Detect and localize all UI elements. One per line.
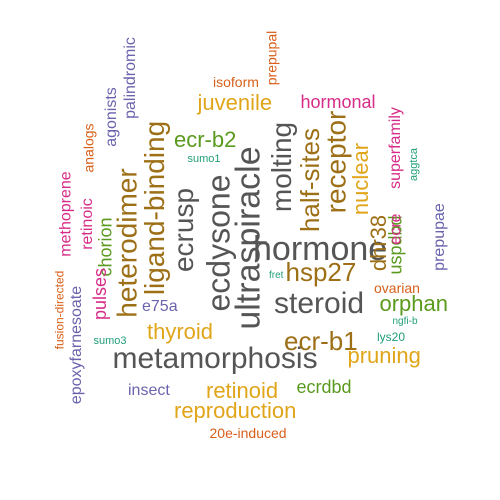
word-molting: molting xyxy=(266,121,298,213)
word-ecre: ecre xyxy=(387,213,405,245)
word-ultraspiracle: ultraspiracle xyxy=(229,146,268,330)
word-aggtca: aggtca xyxy=(407,147,420,181)
word-palindromic: palindromic xyxy=(121,37,139,119)
word-lys20: lys20 xyxy=(377,330,406,344)
word-sumo3: sumo3 xyxy=(93,334,127,347)
word-ovarian: ovarian xyxy=(374,280,420,296)
word-juvenile: juvenile xyxy=(197,90,273,115)
word-pruning: pruning xyxy=(347,343,421,368)
word-prepupal: prepupal xyxy=(262,30,279,86)
word-thyroid: thyroid xyxy=(147,319,214,344)
word-retinoid: retinoid xyxy=(206,378,279,403)
word-methoprene: methoprene xyxy=(57,171,75,257)
word-sumo1: sumo1 xyxy=(187,152,221,165)
word-retinoic: retinoic xyxy=(78,198,96,250)
word-hsp27: hsp27 xyxy=(285,257,357,287)
word-fret: fret xyxy=(269,270,284,281)
word-ecrdbd: ecrdbd xyxy=(296,377,352,397)
word-receptor: receptor xyxy=(319,110,351,214)
word-hormone: hormone xyxy=(253,230,388,268)
word-ligand-binding: ligand-binding xyxy=(139,120,171,296)
word-isoform: isoform xyxy=(213,74,259,90)
word-metamorphosis: metamorphosis xyxy=(112,342,318,375)
word-epoxyfarnesoate: epoxyfarnesoate xyxy=(68,285,86,405)
word-prepupae: prepupae xyxy=(430,203,448,271)
word-reproduction: reproduction xyxy=(174,398,297,423)
word-fusion-directed: fusion-directed xyxy=(51,270,66,350)
word-ngfi-b: ngfi-b xyxy=(392,316,418,327)
word-ecr-b2: ecr-b2 xyxy=(174,127,237,152)
word-analogs: analogs xyxy=(80,123,97,173)
word-ecrusp: ecrusp xyxy=(168,187,200,273)
word-orphan: orphan xyxy=(379,291,449,316)
word-heterodimer: heterodimer xyxy=(111,168,143,318)
word-20e-induced: 20e-induced xyxy=(209,425,287,441)
word-superfamily: superfamily xyxy=(386,107,404,189)
word-half-sites: half-sites xyxy=(295,127,326,233)
word-nuclear: nuclear xyxy=(348,142,374,216)
word-pulses: pulses xyxy=(90,267,111,321)
word-insect: insect xyxy=(128,382,170,399)
word-ecr-b1: ecr-b1 xyxy=(284,326,358,356)
word-agonists: agonists xyxy=(102,87,120,147)
word-hormonal: hormonal xyxy=(300,92,376,112)
word-e75a: e75a xyxy=(142,298,178,315)
word-steroid: steroid xyxy=(274,287,365,320)
